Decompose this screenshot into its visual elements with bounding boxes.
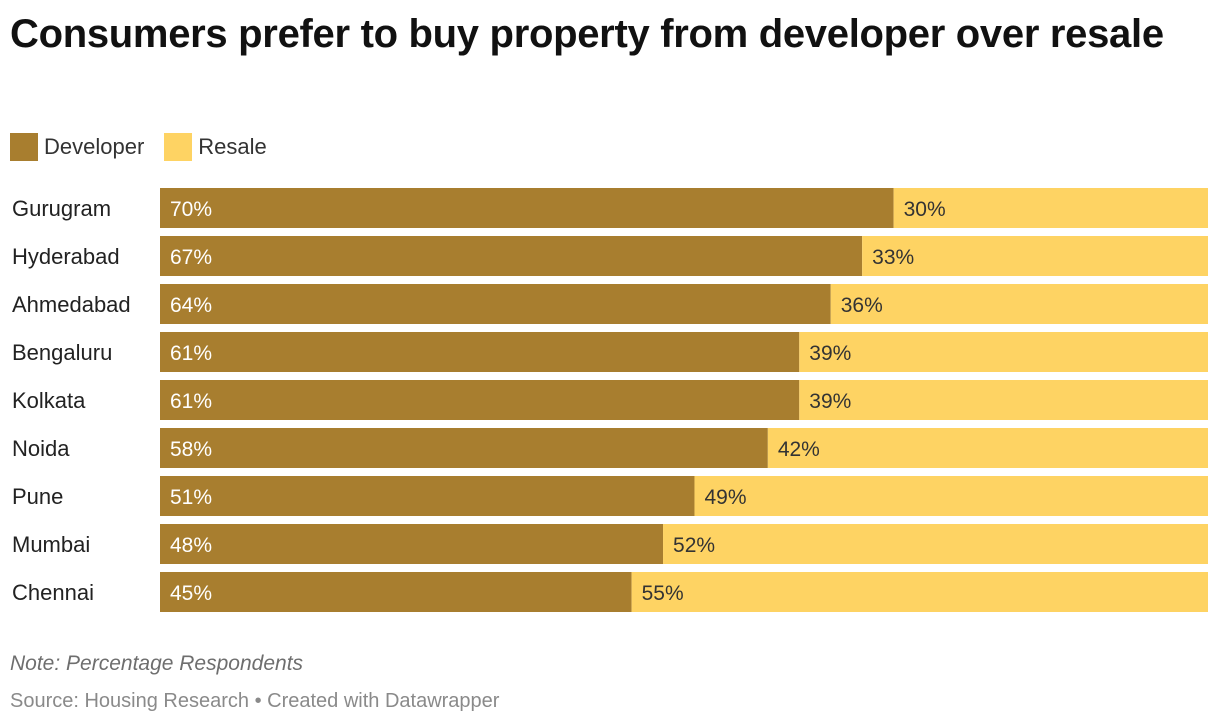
category-label-pune: Pune <box>12 484 63 509</box>
category-label-gurugram: Gurugram <box>12 196 111 221</box>
bar-developer-pune <box>160 476 695 516</box>
category-label-chennai: Chennai <box>12 580 94 605</box>
stacked-bar-chart: Gurugram 70% 30% Hyderabad 67% 33% Ahmedabad 64… <box>0 184 1220 616</box>
value-label-resale-hyderabad: 33% <box>872 246 914 269</box>
chart-title: Consumers prefer to buy property from de… <box>10 12 1164 56</box>
value-label-developer-hyderabad: 67% <box>170 246 212 269</box>
value-label-developer-gurugram: 70% <box>170 198 212 221</box>
value-label-resale-chennai: 55% <box>642 582 684 605</box>
category-label-hyderabad: Hyderabad <box>12 244 120 269</box>
bar-resale-chennai <box>631 572 1208 612</box>
value-label-developer-pune: 51% <box>170 486 212 509</box>
legend-item-resale: Resale <box>164 133 267 161</box>
value-label-developer-chennai: 45% <box>170 582 212 605</box>
value-label-resale-noida: 42% <box>778 438 820 461</box>
legend-swatch-resale <box>164 133 193 161</box>
value-label-resale-pune: 49% <box>704 486 746 509</box>
legend: Developer Resale <box>10 132 287 162</box>
value-label-developer-ahmedabad: 64% <box>170 294 212 317</box>
value-label-developer-noida: 58% <box>170 438 212 461</box>
bar-resale-mumbai <box>663 524 1208 564</box>
category-label-bengaluru: Bengaluru <box>12 340 112 365</box>
bar-resale-ahmedabad <box>830 284 1208 324</box>
bar-developer-ahmedabad <box>160 284 831 324</box>
category-label-noida: Noida <box>12 436 70 461</box>
bar-developer-mumbai <box>160 524 664 564</box>
value-label-developer-kolkata: 61% <box>170 390 212 413</box>
bar-resale-bengaluru <box>799 332 1208 372</box>
bar-developer-hyderabad <box>160 236 863 276</box>
legend-label-resale: Resale <box>198 134 267 159</box>
bar-developer-gurugram <box>160 188 894 228</box>
category-label-kolkata: Kolkata <box>12 388 86 413</box>
bar-developer-bengaluru <box>160 332 800 372</box>
value-label-developer-mumbai: 48% <box>170 534 212 557</box>
chart-svg: Gurugram 70% 30% Hyderabad 67% 33% Ahmedabad 64… <box>12 188 1208 612</box>
bar-resale-pune <box>694 476 1208 516</box>
bar-resale-gurugram <box>893 188 1208 228</box>
bar-developer-noida <box>160 428 768 468</box>
value-label-developer-bengaluru: 61% <box>170 342 212 365</box>
bar-resale-hyderabad <box>862 236 1208 276</box>
value-label-resale-bengaluru: 39% <box>809 342 851 365</box>
legend-item-developer: Developer <box>10 133 144 161</box>
bar-resale-kolkata <box>799 380 1208 420</box>
category-label-ahmedabad: Ahmedabad <box>12 292 131 317</box>
bar-developer-chennai <box>160 572 632 612</box>
legend-swatch-developer <box>10 133 38 161</box>
value-label-resale-kolkata: 39% <box>809 390 851 413</box>
legend-label-developer: Developer <box>44 134 145 159</box>
category-label-mumbai: Mumbai <box>12 532 90 557</box>
chart-source: Source: Housing Research • Created with … <box>10 690 500 712</box>
bar-developer-kolkata <box>160 380 800 420</box>
value-label-resale-mumbai: 52% <box>673 534 715 557</box>
value-label-resale-ahmedabad: 36% <box>841 294 883 317</box>
chart-note: Note: Percentage Respondents <box>10 652 304 675</box>
value-label-resale-gurugram: 30% <box>904 198 946 221</box>
bar-resale-noida <box>767 428 1208 468</box>
